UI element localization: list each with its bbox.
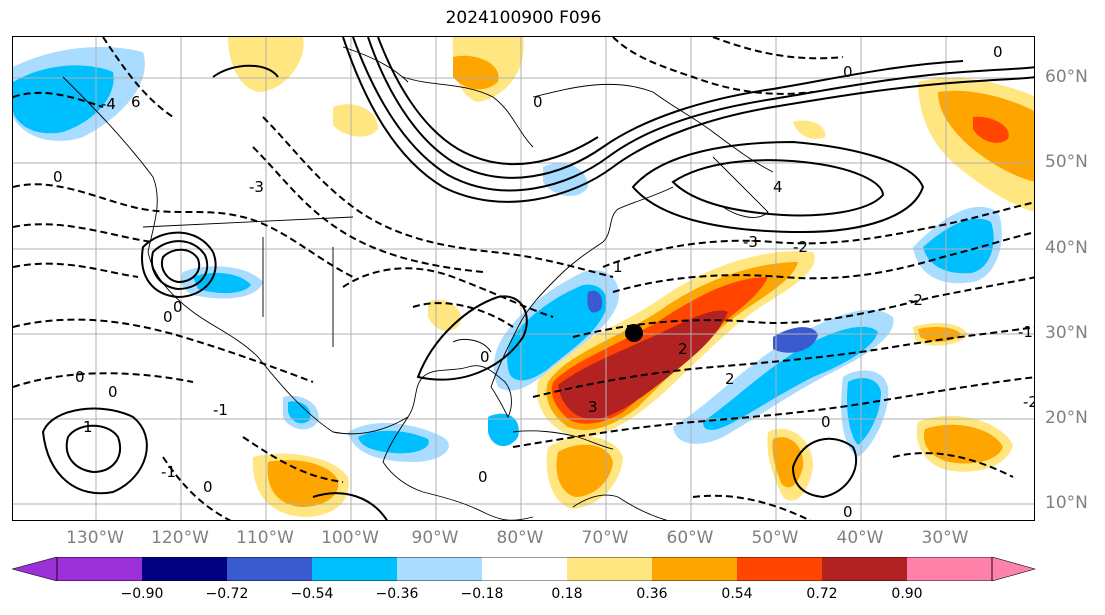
lon-label: 40°W [836, 528, 884, 548]
graticule [13, 37, 1034, 520]
colorbar-segment [482, 557, 567, 581]
contour-label: 2 [678, 340, 688, 358]
contour-label: 0 [203, 478, 213, 496]
map-title: 2024100900 F096 [445, 8, 602, 28]
contour-label: 0 [75, 368, 85, 386]
lon-label: 90°W [411, 528, 459, 548]
contour-label: -4 [101, 95, 116, 113]
colorbar-segment [312, 557, 397, 581]
contour-label: -3 [743, 233, 758, 251]
colorbar-segment [652, 557, 737, 581]
lat-label: 40°N [1045, 238, 1088, 258]
colorbar-tick-label: −0.18 [460, 586, 504, 602]
colorbar-segment [567, 557, 652, 581]
contour-label: 0 [480, 348, 490, 366]
contour-label: -3 [249, 178, 264, 196]
colorbar-outline [56, 557, 993, 581]
map-canvas: 0 0 0 0 1 0 -1 -1 0 -3 0 1 2 2 -3 4 -2 -… [13, 37, 1035, 521]
dashed-contours [13, 37, 1034, 520]
colorbar-tick-label: 0.72 [806, 586, 838, 602]
lon-label: 100°W [321, 528, 379, 548]
colorbar [12, 557, 1036, 581]
colorbar-extend-max [991, 557, 1036, 581]
contour-label: 0 [163, 308, 173, 326]
lon-label: 60°W [666, 528, 714, 548]
contour-label-group: 0 0 0 0 1 0 -1 -1 0 -3 0 1 2 2 -3 4 -2 -… [53, 43, 1035, 521]
colorbar-tick-label: 0.90 [891, 586, 923, 602]
solid-contours [41, 37, 1034, 520]
contour-label: 0 [53, 168, 63, 186]
map-panel: 0 0 0 0 1 0 -1 -1 0 -3 0 1 2 2 -3 4 -2 -… [12, 36, 1035, 521]
lat-label: 60°N [1045, 67, 1088, 87]
lat-label: 50°N [1045, 152, 1088, 172]
lat-label: 20°N [1045, 408, 1088, 428]
lon-label: 80°W [496, 528, 544, 548]
contour-label: 1 [83, 418, 93, 436]
contour-label: 0 [173, 298, 183, 316]
contour-label: 1 [613, 258, 623, 276]
colorbar-tick-label: 0.36 [636, 586, 668, 602]
contour-label: 0 [843, 63, 853, 81]
contour-label: -1 [1018, 323, 1033, 341]
contour-label: 4 [773, 178, 783, 196]
contour-label: -2 [793, 238, 808, 256]
contour-label: -1 [213, 401, 228, 419]
lon-label: 50°W [751, 528, 799, 548]
contour-label: 0 [821, 413, 831, 431]
colorbar-segment [142, 557, 227, 581]
colorbar-tick-label: 0.54 [721, 586, 753, 602]
lon-label: 130°W [66, 528, 124, 548]
contour-label: 0 [993, 43, 1003, 61]
contour-label: 0 [843, 503, 853, 521]
lon-label: 30°W [921, 528, 969, 548]
coastline [62, 46, 774, 520]
contour-label: -2 [1023, 393, 1035, 411]
contour-label: 2 [725, 370, 735, 388]
colorbar-tick-label: −0.54 [290, 586, 334, 602]
contour-label: -1 [161, 463, 176, 481]
contour-label: -2 [908, 291, 923, 309]
lon-label: 120°W [151, 528, 209, 548]
storm-center-dot [625, 324, 643, 342]
contour-label: 3 [588, 398, 598, 416]
lon-label: 70°W [581, 528, 629, 548]
colorbar-segment [227, 557, 312, 581]
colorbar-segment [907, 557, 992, 581]
colorbar-tick-label: −0.72 [205, 586, 249, 602]
colorbar-segment [737, 557, 822, 581]
colorbar-tick-label: −0.36 [375, 586, 419, 602]
contour-label: 6 [131, 93, 141, 111]
contour-label: 0 [478, 468, 488, 486]
colorbar-segment [397, 557, 482, 581]
colorbar-extend-min [12, 557, 58, 581]
lon-label: 110°W [236, 528, 294, 548]
lat-label: 30°N [1045, 323, 1088, 343]
contour-label: 0 [108, 383, 118, 401]
colorbar-segment [822, 557, 907, 581]
shaded-anomaly-field [13, 37, 1034, 517]
colorbar-tick-label: −0.90 [120, 586, 164, 602]
colorbar-tick-label: 0.18 [551, 586, 583, 602]
colorbar-segment [57, 557, 142, 581]
contour-label: 0 [533, 93, 543, 111]
lat-label: 10°N [1045, 493, 1088, 513]
